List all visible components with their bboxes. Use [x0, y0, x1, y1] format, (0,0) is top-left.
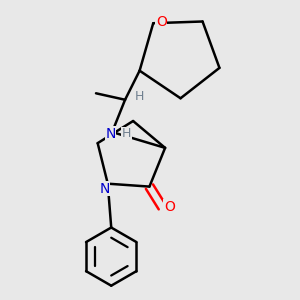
Text: H: H	[122, 127, 131, 140]
Text: N: N	[105, 127, 116, 141]
Text: H: H	[135, 90, 144, 103]
Text: O: O	[164, 200, 175, 214]
Text: O: O	[156, 15, 167, 28]
Text: N: N	[99, 182, 110, 196]
